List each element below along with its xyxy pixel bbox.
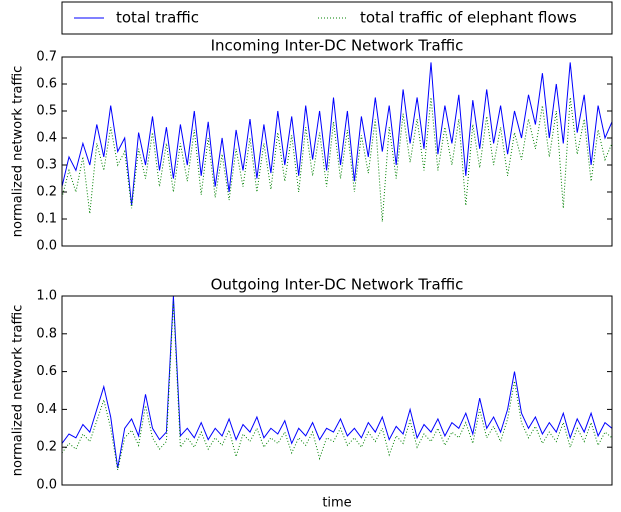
y-tick-label: 0.1 [36, 212, 57, 227]
y-tick-label: 0.4 [36, 402, 57, 417]
y-tick-label: 0.2 [36, 440, 57, 455]
series-line [61, 62, 613, 206]
plot-frame [61, 295, 613, 486]
plot-frame [61, 56, 613, 247]
y-tick-label: 0.3 [36, 158, 57, 173]
y-axis-label: normalized network traffic [11, 305, 26, 476]
y-tick-label: 0.6 [36, 77, 57, 92]
legend-label: total traffic of elephant flows [360, 9, 577, 27]
y-tick-label: 0.6 [36, 364, 57, 379]
y-tick-label: 0.5 [36, 104, 57, 119]
subplot-title: Incoming Inter-DC Network Traffic [211, 37, 464, 55]
y-tick-label: 0.0 [36, 239, 57, 254]
y-axis-label: normalized network traffic [11, 66, 26, 237]
y-tick-label: 0.7 [36, 50, 57, 65]
y-tick-label: 0.8 [36, 326, 57, 341]
x-axis-label: time [322, 496, 351, 511]
legend-label: total traffic [116, 9, 199, 27]
series-line [61, 301, 613, 471]
y-tick-label: 1.0 [36, 289, 57, 304]
y-tick-label: 0.4 [36, 131, 57, 146]
subplot-title: Outgoing Inter-DC Network Traffic [211, 276, 464, 294]
y-tick-label: 0.0 [36, 478, 57, 493]
y-tick-label: 0.2 [36, 185, 57, 200]
series-line [61, 295, 613, 469]
